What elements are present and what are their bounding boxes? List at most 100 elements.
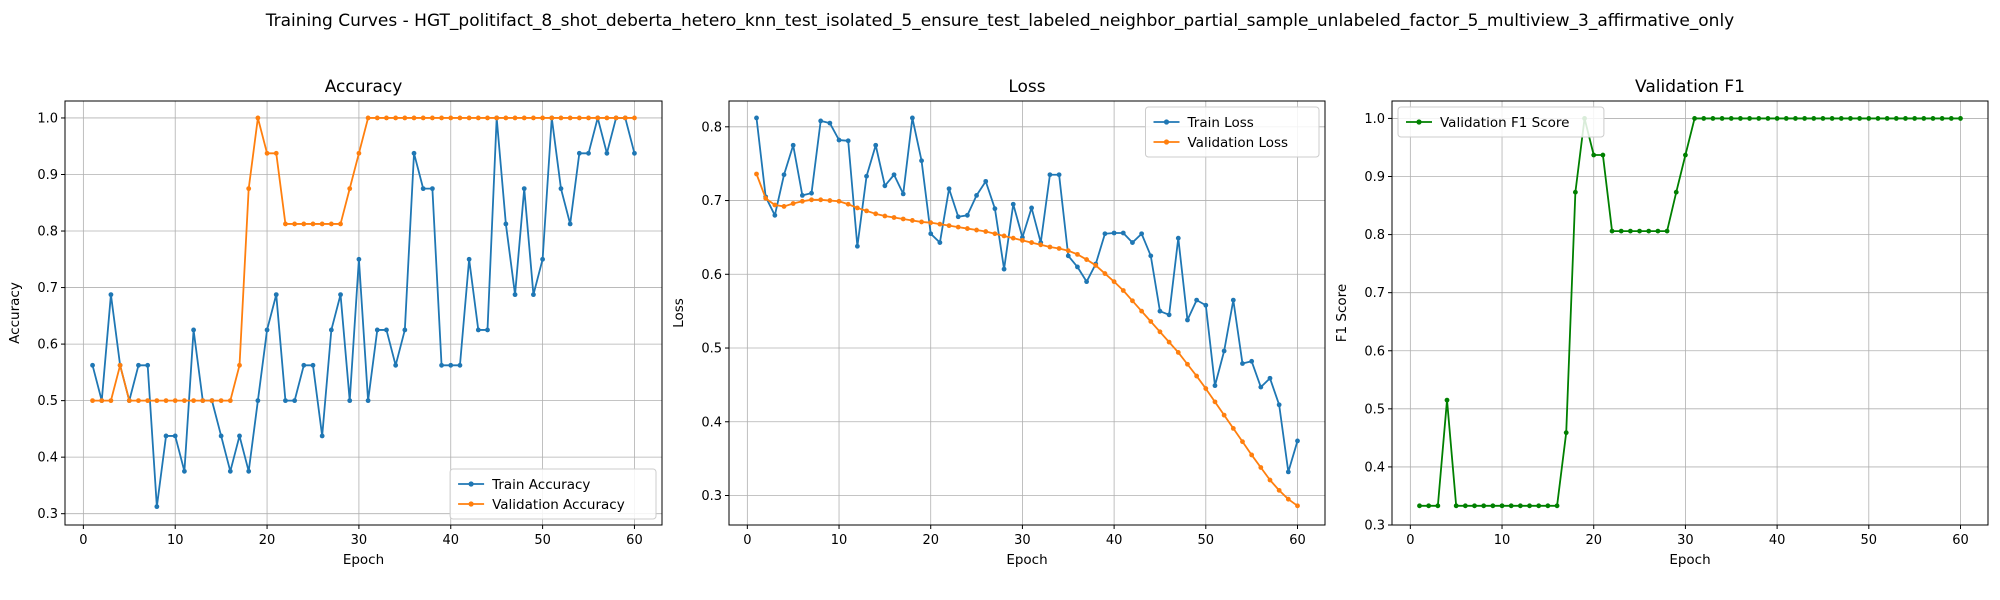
data-point — [1646, 228, 1652, 234]
data-point — [1120, 288, 1126, 293]
data-point — [836, 137, 842, 143]
y-tick-label: 1.0 — [37, 111, 58, 126]
data-point — [273, 150, 279, 156]
data-point — [854, 205, 860, 211]
data-point — [1221, 348, 1227, 354]
data-point — [374, 327, 380, 333]
x-tick-label: 0 — [79, 533, 87, 548]
data-point — [264, 327, 270, 333]
data-point — [864, 208, 869, 214]
data-point — [632, 150, 637, 156]
x-tick-label: 0 — [1406, 533, 1414, 548]
data-point — [255, 398, 261, 404]
data-point — [338, 221, 343, 227]
data-point — [1545, 503, 1551, 509]
data-point — [1948, 116, 1954, 121]
data-point — [1563, 430, 1569, 436]
data-point — [1295, 438, 1300, 444]
data-point — [827, 120, 833, 126]
y-tick-label: 0.3 — [37, 507, 58, 522]
data-point — [90, 362, 95, 368]
data-point — [900, 216, 906, 222]
y-tick-label: 0.8 — [701, 120, 722, 135]
chart-panel-2: 0 10 20 30 40 50 60 0.3 0.4 0.5 0.6 0.7 0.8 Loss Epoch… — [671, 77, 1326, 568]
data-point — [1111, 230, 1117, 236]
data-point — [576, 115, 582, 121]
data-point — [475, 115, 481, 121]
x-axis-label: Epoch — [1669, 552, 1710, 568]
data-point — [1472, 503, 1477, 509]
legend: Train Accuracy Validation Accuracy — [449, 468, 657, 520]
data-point — [1857, 116, 1863, 121]
data-point — [818, 197, 824, 203]
data-point — [347, 398, 353, 404]
data-point — [965, 212, 970, 218]
data-point — [1774, 116, 1780, 121]
data-point — [955, 214, 961, 220]
legend: Validation F1 Score — [1397, 106, 1605, 138]
data-point — [1157, 308, 1163, 314]
data-point — [1093, 263, 1099, 268]
y-tick-label: 0.3 — [701, 489, 722, 504]
data-point — [891, 172, 897, 178]
data-point — [1710, 116, 1716, 121]
x-tick-label: 50 — [534, 533, 551, 548]
data-point — [301, 221, 307, 227]
data-point — [754, 171, 759, 177]
y-tick-label: 0.6 — [701, 268, 722, 283]
data-point — [836, 198, 842, 204]
data-point — [283, 398, 288, 404]
x-tick-label: 60 — [626, 533, 643, 548]
plot-frame — [1391, 100, 1989, 526]
data-point — [965, 226, 970, 231]
data-point — [763, 195, 769, 201]
x-tick-label: 0 — [743, 533, 751, 548]
data-point — [237, 433, 242, 439]
legend: Train Loss Validation Loss — [1145, 106, 1320, 158]
y-tick-label: 0.7 — [701, 194, 722, 209]
data-point — [1683, 152, 1688, 158]
x-tick-label: 30 — [1677, 533, 1694, 548]
data-point — [136, 362, 141, 368]
data-point — [799, 198, 805, 204]
data-point — [200, 398, 206, 404]
data-point — [1139, 308, 1145, 314]
data-point — [909, 218, 915, 223]
data-point — [227, 468, 233, 474]
data-point — [1240, 439, 1245, 445]
data-point — [191, 327, 196, 333]
data-point — [1249, 358, 1255, 364]
legend-marker-swatch — [1163, 139, 1170, 145]
data-point — [411, 150, 417, 156]
data-point — [1462, 503, 1468, 509]
data-point — [1444, 397, 1450, 403]
legend-label: Train Accuracy — [491, 477, 590, 493]
x-tick-label: 20 — [259, 533, 276, 548]
data-point — [1783, 116, 1789, 121]
data-point — [310, 362, 316, 368]
data-point — [781, 204, 787, 209]
data-point — [845, 201, 851, 207]
x-tick-label: 30 — [351, 533, 368, 548]
data-point — [955, 224, 961, 230]
data-point — [1194, 373, 1200, 379]
legend-box — [1397, 106, 1605, 138]
grid-lines — [1392, 101, 1988, 526]
data-point — [393, 362, 399, 368]
data-point — [586, 150, 591, 156]
data-point — [512, 115, 518, 121]
data-point — [1230, 426, 1236, 431]
y-axis-label: Loss — [671, 298, 687, 328]
data-point — [393, 115, 399, 121]
plot-frame — [64, 100, 663, 526]
data-point — [485, 115, 490, 121]
legend-marker-swatch — [468, 501, 474, 507]
data-point — [873, 211, 879, 217]
data-point — [182, 468, 187, 474]
series-line — [755, 117, 1299, 473]
data-point — [255, 115, 261, 121]
data-point — [466, 256, 472, 262]
data-point — [1692, 116, 1697, 121]
data-point — [1056, 172, 1062, 178]
data-point — [1829, 116, 1835, 121]
